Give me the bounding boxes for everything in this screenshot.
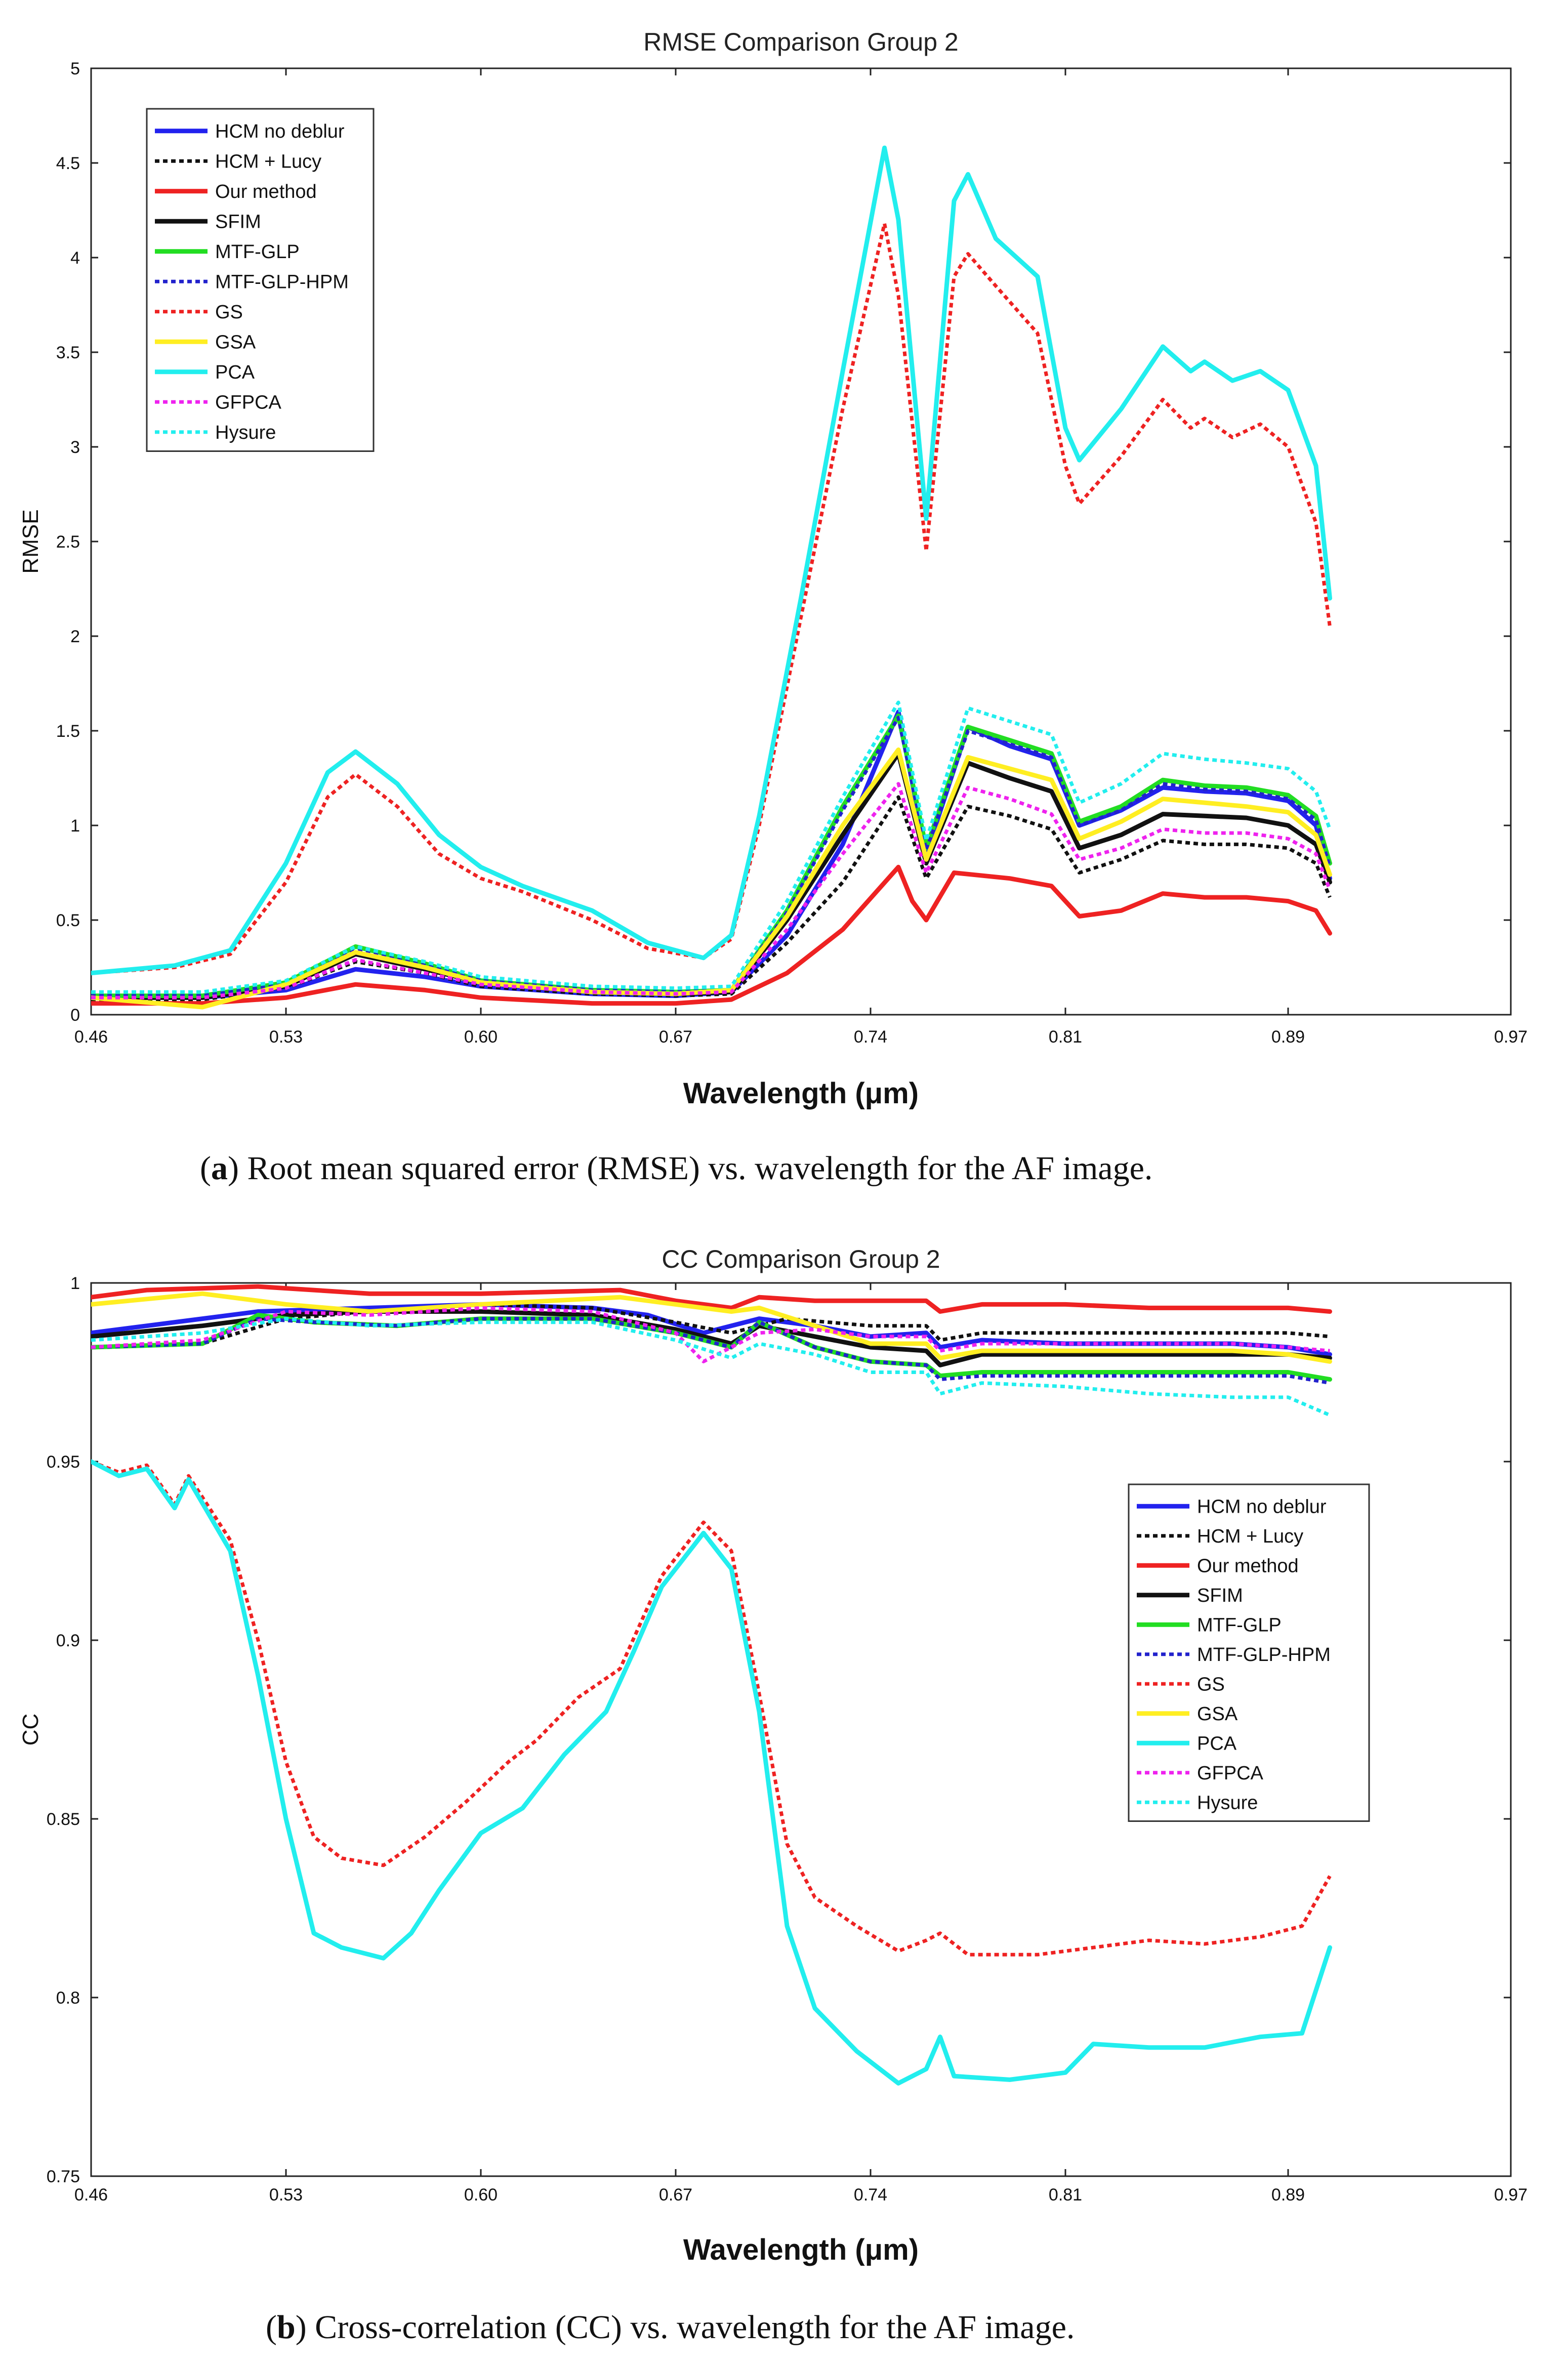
- legend-label: HCM + Lucy: [215, 151, 321, 172]
- x-tick-label: 0.46: [74, 1027, 108, 1047]
- legend-label: GSA: [215, 331, 256, 353]
- legend-label: SFIM: [215, 211, 261, 232]
- y-tick-label: 3: [70, 438, 80, 457]
- legend-label: Our method: [1197, 1555, 1299, 1576]
- legend-label: GFPCA: [1197, 1763, 1264, 1784]
- legend-label: SFIM: [1197, 1585, 1243, 1606]
- y-tick-label: 0.5: [56, 911, 80, 930]
- x-tick-label: 0.53: [269, 2185, 303, 2205]
- legend-label: Hysure: [1197, 1792, 1258, 1813]
- x-tick-label: 0.81: [1049, 1027, 1082, 1047]
- y-tick-label: 4.5: [56, 154, 80, 173]
- y-tick-label: 0.8: [56, 1988, 80, 2008]
- y-tick-label: 0.85: [47, 1810, 80, 1829]
- y-tick-label: 4: [70, 248, 80, 268]
- x-tick-label: 0.74: [854, 2185, 887, 2205]
- legend-label: MTF-GLP: [1197, 1614, 1282, 1636]
- series-line-our-method: [91, 864, 1332, 1006]
- x-tick-label: 0.53: [269, 1027, 303, 1047]
- y-tick-label: 1: [70, 816, 80, 836]
- x-tick-label: 0.60: [464, 2185, 498, 2205]
- y-tick-label: 0.9: [56, 1631, 80, 1650]
- x-tick-label: 0.67: [659, 1027, 692, 1047]
- y-tick-label: 0.75: [47, 2167, 80, 2186]
- x-tick-label: 0.97: [1494, 1027, 1528, 1047]
- series-line-gs: [91, 222, 1332, 975]
- legend-label: GFPCA: [215, 392, 282, 413]
- legend-label: HCM no deblur: [1197, 1496, 1327, 1517]
- series-line-pca: [91, 145, 1332, 976]
- legend-label: Hysure: [215, 422, 276, 443]
- series-line-gsa: [91, 747, 1332, 1010]
- caption-text: ) Cross-correlation (CC) vs. wavelength …: [296, 2309, 1075, 2346]
- legend-label: HCM + Lucy: [1197, 1526, 1303, 1547]
- plot-frame: [90, 1282, 1512, 2177]
- legend-label: GSA: [1197, 1703, 1238, 1725]
- legend-box: [1128, 1483, 1370, 1822]
- caption-open-paren: (: [266, 2309, 277, 2346]
- figure-caption: (a) Root mean squared error (RMSE) vs. w…: [200, 1150, 1152, 1187]
- y-tick-label: 5: [70, 59, 80, 78]
- x-tick-label: 0.89: [1271, 1027, 1305, 1047]
- legend-label: PCA: [1197, 1733, 1237, 1754]
- x-tick-label: 0.60: [464, 1027, 498, 1047]
- x-tick-label: 0.74: [854, 1027, 887, 1047]
- series-line-gs: [91, 1460, 1332, 1957]
- legend-box: [146, 108, 375, 452]
- series-line-our-method: [91, 1284, 1332, 1314]
- y-axis-label: RMSE: [18, 509, 43, 573]
- y-axis-label: CC: [18, 1714, 43, 1746]
- y-tick-label: 3.5: [56, 343, 80, 362]
- x-tick-label: 0.97: [1494, 2185, 1528, 2205]
- legend-label: Our method: [215, 181, 317, 202]
- x-axis-label: Wavelength (μm): [683, 2233, 919, 2266]
- x-axis-label: Wavelength (μm): [683, 1077, 919, 1110]
- legend-label: MTF-GLP: [215, 241, 300, 263]
- rmse-panel: RMSE Comparison Group 20.46 0.53 0.60 0.67 0…: [18, 28, 1528, 1187]
- series-line-gsa: [91, 1291, 1332, 1364]
- series-line-mtf-glp-hpm: [91, 1317, 1331, 1385]
- series-line-hysure: [91, 700, 1332, 994]
- y-tick-label: 2: [70, 627, 80, 646]
- series-line-pca: [91, 1459, 1332, 2086]
- legend-label: PCA: [215, 362, 255, 383]
- x-tick-label: 0.89: [1271, 2185, 1305, 2205]
- cc-panel: CC Comparison Group 2 0.46 0.53 0.60 0.67 0.7…: [18, 1245, 1528, 2346]
- legend-label: GS: [215, 302, 243, 323]
- y-tick-label: 0.95: [47, 1452, 80, 1472]
- caption-letter: b: [277, 2309, 296, 2346]
- legend-label: MTF-GLP-HPM: [1197, 1644, 1331, 1666]
- y-tick-label: 1: [70, 1274, 80, 1293]
- chart-title: CC Comparison Group 2: [662, 1245, 940, 1273]
- series-line-gfpca: [91, 1306, 1330, 1363]
- y-tick-label: 2.5: [56, 532, 80, 552]
- series-line-hcm-lucy: [91, 795, 1332, 1002]
- legend-label: HCM no deblur: [215, 121, 345, 142]
- x-tick-label: 0.81: [1049, 2185, 1082, 2205]
- y-tick-label: 1.5: [56, 722, 80, 741]
- x-tick-label: 0.67: [659, 2185, 692, 2205]
- caption-open-paren: (: [200, 1150, 211, 1187]
- caption-letter: a: [211, 1150, 228, 1187]
- legend-label: MTF-GLP-HPM: [215, 271, 349, 293]
- legend-label: GS: [1197, 1674, 1225, 1695]
- caption-text: ) Root mean squared error (RMSE) vs. wav…: [228, 1150, 1152, 1187]
- y-tick-label: 0: [70, 1006, 80, 1025]
- x-tick-label: 0.46: [74, 2185, 108, 2205]
- figure-caption: (b) Cross-correlation (CC) vs. wavelengt…: [266, 2309, 1075, 2346]
- chart-title: RMSE Comparison Group 2: [643, 28, 958, 56]
